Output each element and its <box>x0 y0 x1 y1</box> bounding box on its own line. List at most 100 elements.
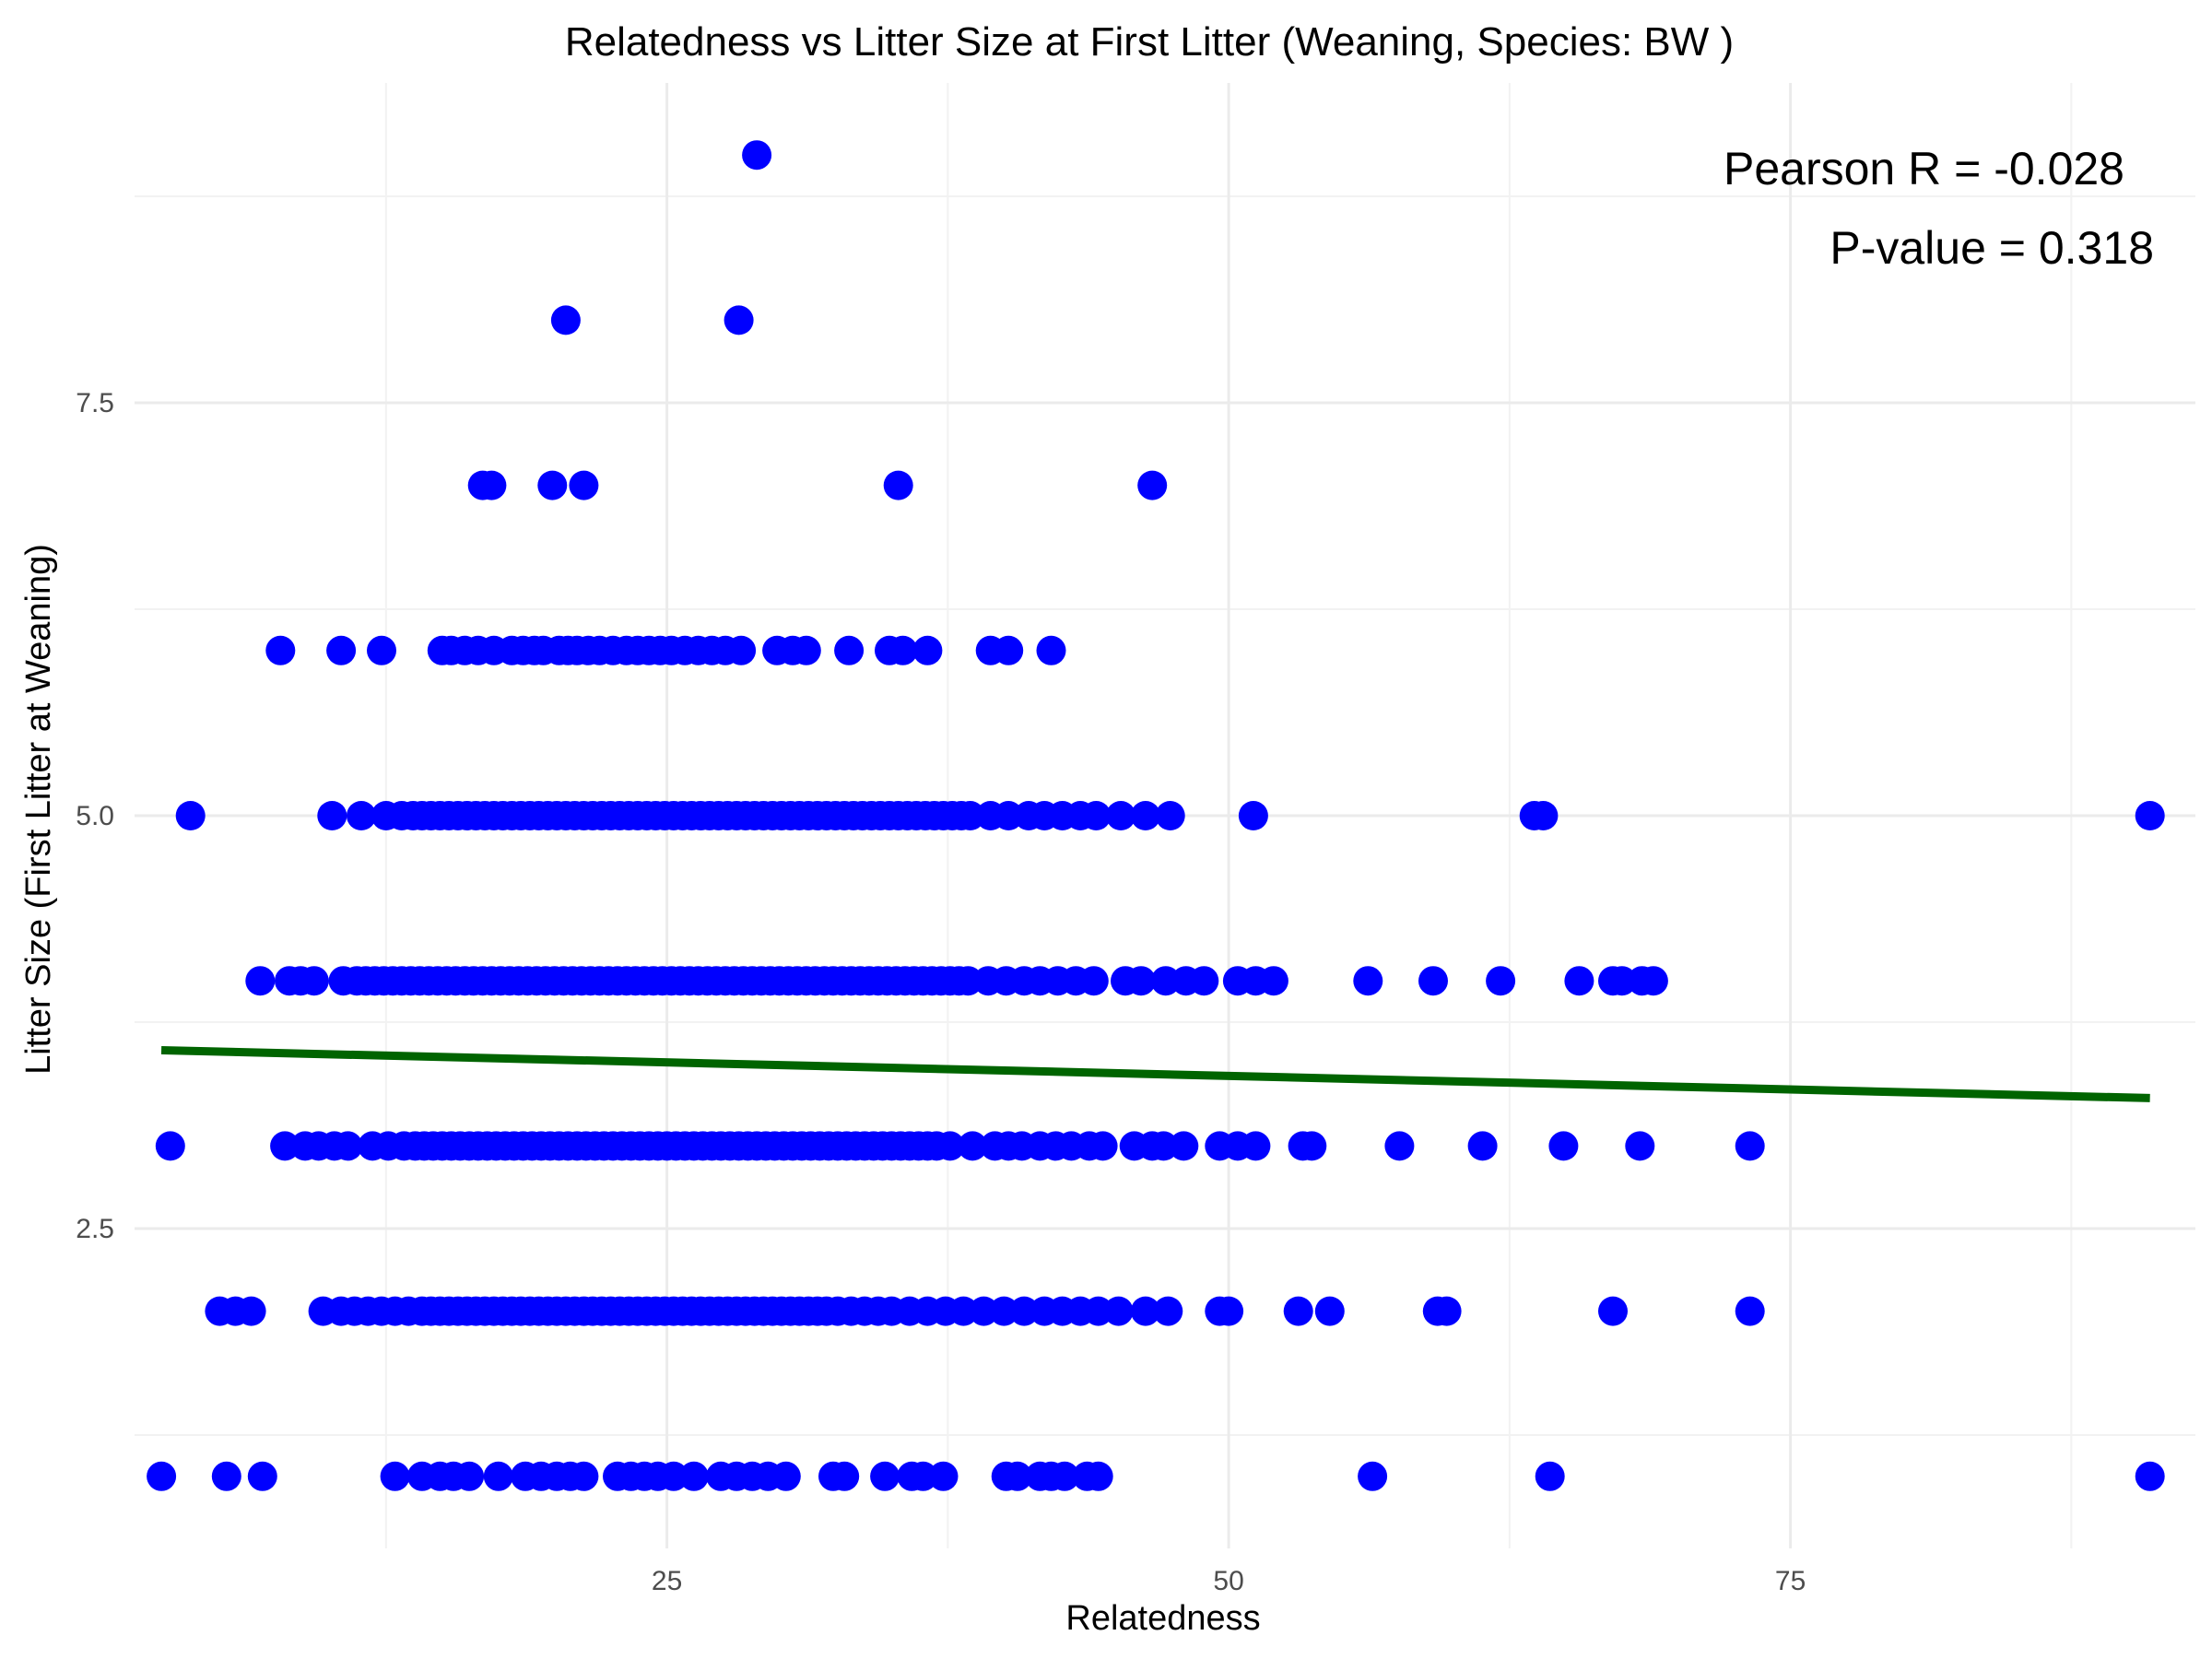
data-point <box>1150 966 1181 996</box>
data-point <box>678 1461 709 1491</box>
data-point <box>1358 1461 1388 1491</box>
data-point <box>1103 1296 1134 1326</box>
data-point <box>1735 1131 1765 1161</box>
data-points <box>147 140 2165 1491</box>
data-point <box>726 635 757 665</box>
data-point <box>1153 1296 1183 1326</box>
data-point <box>236 1296 266 1326</box>
minor-gridlines <box>135 83 2195 1548</box>
data-point <box>1467 1131 1498 1161</box>
data-point <box>830 1461 860 1491</box>
data-point <box>994 801 1024 830</box>
data-point <box>1431 1296 1462 1326</box>
data-point <box>1088 1131 1118 1161</box>
data-point <box>834 635 865 665</box>
regression-line <box>160 1045 2150 1102</box>
data-point <box>955 801 985 830</box>
data-point <box>1155 801 1185 830</box>
data-point <box>1258 966 1288 996</box>
data-point <box>870 1461 900 1491</box>
data-point <box>1130 801 1160 830</box>
y-tick-label: 7.5 <box>76 388 114 418</box>
data-point <box>1214 1296 1244 1326</box>
x-tick-labels: 25 50 75 <box>652 1566 1806 1596</box>
data-point <box>1106 801 1136 830</box>
data-point <box>1238 801 1268 830</box>
data-point <box>477 470 507 500</box>
data-point <box>211 1461 241 1491</box>
data-point <box>912 635 943 665</box>
data-point <box>1083 1296 1113 1326</box>
data-point <box>569 470 599 500</box>
data-point <box>2135 801 2165 830</box>
data-point <box>454 1461 485 1491</box>
chart-title: Relatedness vs Litter Size at First Litt… <box>565 19 1734 65</box>
y-tick-label: 2.5 <box>76 1214 114 1244</box>
data-point <box>1598 1296 1628 1326</box>
y-tick-label: 5.0 <box>76 801 114 831</box>
data-point <box>1606 966 1637 996</box>
data-point <box>883 470 913 500</box>
data-point <box>1241 1131 1271 1161</box>
data-point <box>247 1461 277 1491</box>
data-point <box>791 635 821 665</box>
data-point <box>771 1461 801 1491</box>
data-point <box>483 1461 513 1491</box>
data-point <box>2135 1461 2165 1491</box>
data-point <box>147 1461 177 1491</box>
data-point <box>1625 1131 1655 1161</box>
data-point <box>569 1461 599 1491</box>
data-point <box>347 801 376 830</box>
data-point <box>969 1296 999 1326</box>
data-point <box>175 801 206 830</box>
data-point <box>1009 1296 1040 1326</box>
data-point <box>326 635 357 665</box>
data-point <box>1314 1296 1345 1326</box>
pearson-r-annotation: Pearson R = -0.028 <box>1724 143 2124 194</box>
data-point <box>1564 966 1594 996</box>
p-value-annotation: P-value = 0.318 <box>1830 222 2154 274</box>
data-point <box>550 305 581 335</box>
data-point <box>994 635 1024 665</box>
data-point <box>1486 966 1516 996</box>
data-point <box>380 1461 410 1491</box>
data-point <box>928 1461 959 1491</box>
data-point <box>1081 801 1112 830</box>
y-tick-labels: 2.5 5.0 7.5 <box>76 388 114 1244</box>
regression-line-group <box>160 1045 2150 1102</box>
data-point <box>333 1131 363 1161</box>
x-tick-label: 25 <box>652 1566 682 1596</box>
data-point <box>1126 966 1156 996</box>
data-point <box>658 1461 688 1491</box>
data-point <box>1548 1131 1579 1161</box>
data-point <box>1137 470 1168 500</box>
x-tick-label: 50 <box>1213 1566 1243 1596</box>
data-point <box>935 1131 965 1161</box>
data-point <box>1283 1296 1313 1326</box>
data-point <box>1078 966 1109 996</box>
data-point <box>1050 1461 1080 1491</box>
data-point <box>908 1461 938 1491</box>
data-point <box>1036 635 1066 665</box>
data-point <box>1638 966 1668 996</box>
data-point <box>1735 1296 1765 1326</box>
data-point <box>989 1296 1019 1326</box>
data-point <box>1297 1131 1327 1161</box>
data-point <box>270 1131 300 1161</box>
data-point <box>367 635 396 665</box>
data-point <box>1189 966 1219 996</box>
data-point <box>724 305 754 335</box>
x-tick-label: 75 <box>1775 1566 1806 1596</box>
data-point <box>299 966 329 996</box>
x-axis-title: Relatedness <box>1065 1599 1260 1638</box>
data-point <box>1002 1461 1032 1491</box>
data-point <box>1535 1461 1565 1491</box>
data-point <box>1353 966 1383 996</box>
data-point <box>1148 1131 1179 1161</box>
data-point <box>958 1131 988 1161</box>
data-point <box>537 470 568 500</box>
data-point <box>1418 966 1448 996</box>
data-point <box>245 966 276 996</box>
data-point <box>1384 1131 1415 1161</box>
